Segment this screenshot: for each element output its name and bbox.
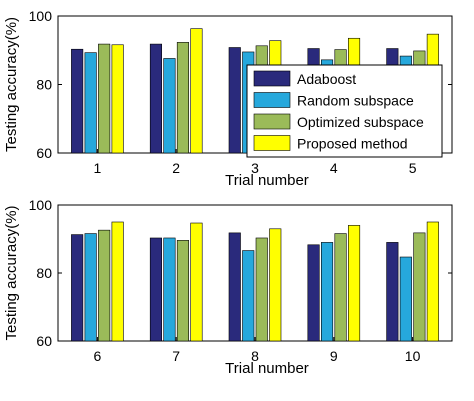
bar-adaboost-trial-7 — [149, 237, 162, 342]
bar-proposed-method-trial-7 — [190, 222, 203, 342]
bar-adaboost-trial-3 — [228, 47, 241, 154]
y-tick-label: 100 — [29, 8, 53, 24]
bar-adaboost-trial-2 — [149, 43, 162, 154]
x-tick-label: 6 — [94, 348, 102, 364]
bar-proposed-method-trial-6 — [111, 221, 124, 342]
y-tick-label: 80 — [36, 265, 52, 281]
y-tick-label: 100 — [29, 197, 53, 213]
bar-adaboost-trial-10 — [386, 242, 399, 342]
x-tick-label: 1 — [94, 160, 102, 176]
y-tick-label: 60 — [36, 145, 52, 161]
x-tick-label: 2 — [172, 160, 180, 176]
legend-entry: Proposed method — [297, 136, 408, 152]
legend-swatch — [253, 135, 291, 151]
legend-swatch — [253, 92, 291, 108]
bar-proposed-method-trial-10 — [426, 221, 439, 342]
bar-proposed-method-trial-9 — [347, 225, 361, 342]
chart-panel-2: 60 80 100 6 7 8 9 10 Trial number Testing accurac… — [3, 197, 453, 377]
bar-adaboost-trial-8 — [228, 232, 241, 342]
y-tick-label: 80 — [36, 77, 52, 93]
bar-random-subspace-trial-8 — [242, 250, 255, 342]
bar-random-subspace-trial-6 — [84, 233, 97, 342]
legend: Adaboost Random subspace Optimized subspac… — [246, 64, 443, 158]
bar-optimized-subspace-trial-10 — [413, 232, 426, 342]
x-tick-label: 3 — [251, 160, 259, 176]
bar-optimized-subspace-trial-9 — [334, 233, 347, 342]
legend-entry: Adaboost — [297, 71, 356, 87]
bar-proposed-method-trial-8 — [269, 228, 282, 342]
bar-adaboost-trial-1 — [71, 48, 84, 154]
legend-entry: Random subspace — [297, 93, 414, 109]
bar-optimized-subspace-trial-6 — [98, 229, 111, 342]
bar-optimized-subspace-trial-8 — [255, 237, 268, 342]
legend-swatch — [253, 113, 291, 130]
bar-adaboost-trial-9 — [307, 244, 320, 342]
x-tick-label: 5 — [409, 160, 417, 176]
bar-random-subspace-trial-10 — [399, 256, 412, 342]
bar-adaboost-trial-6 — [71, 234, 84, 342]
y-axis-label: Testing accuracy(%) — [3, 17, 20, 152]
bar-random-subspace-trial-2 — [163, 58, 176, 154]
x-tick-label: 4 — [330, 160, 338, 176]
bar-optimized-subspace-trial-1 — [98, 43, 111, 154]
legend-entry: Optimized subspace — [297, 114, 424, 130]
y-axis-label: Testing accuracy(%) — [3, 205, 20, 340]
bar-random-subspace-trial-9 — [320, 242, 334, 342]
x-axis-label: Trial number — [225, 172, 309, 189]
legend-swatch — [253, 70, 291, 87]
bar-random-subspace-trial-1 — [84, 52, 97, 154]
x-tick-label: 7 — [172, 348, 180, 364]
y-tick-label: 60 — [36, 333, 52, 349]
bar-proposed-method-trial-1 — [111, 44, 124, 154]
x-tick-label: 10 — [405, 348, 421, 364]
bar-optimized-subspace-trial-2 — [176, 42, 189, 154]
x-tick-label: 9 — [330, 348, 338, 364]
bar-random-subspace-trial-7 — [163, 237, 176, 342]
bar-optimized-subspace-trial-7 — [176, 240, 189, 342]
bar-proposed-method-trial-2 — [190, 28, 203, 154]
chart-panel-1: 60 80 100 1 2 3 4 5 Trial number Testing accuracy… — [3, 8, 453, 189]
x-tick-label: 8 — [251, 348, 259, 364]
x-axis-label: Trial number — [225, 360, 309, 377]
